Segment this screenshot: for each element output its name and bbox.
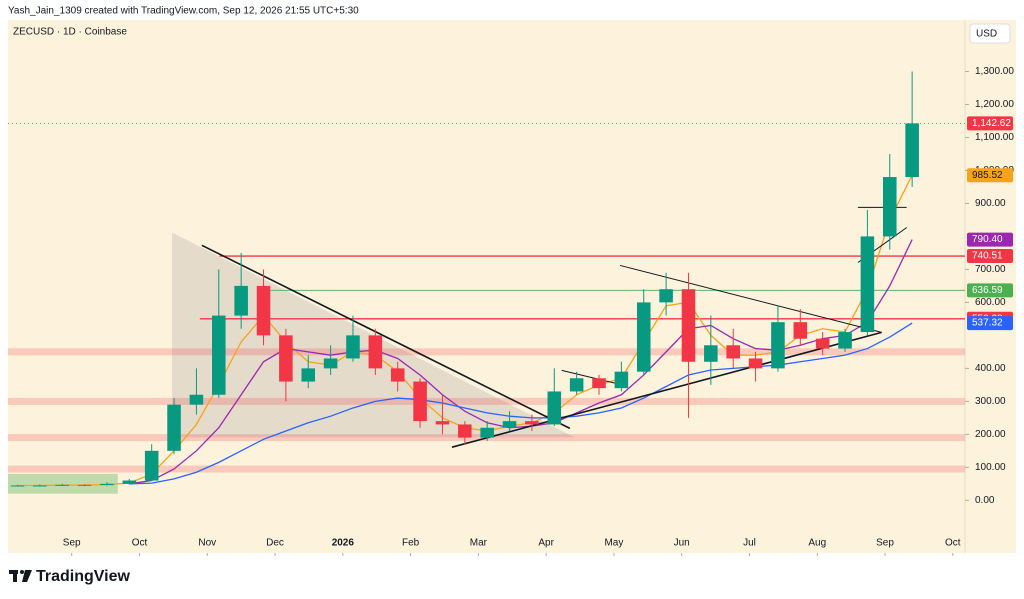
logo-icon <box>22 570 32 582</box>
chart-title: ZECUSD · 1D · Coinbase <box>13 27 127 38</box>
x-tick-label: Nov <box>198 538 216 549</box>
candle-body <box>748 358 763 369</box>
candle-body <box>256 285 271 336</box>
price-badge <box>967 232 1013 247</box>
x-tick-label: Sep <box>876 538 894 549</box>
candle-body <box>368 335 383 369</box>
candle-body <box>212 315 226 395</box>
candle-body <box>547 391 562 425</box>
logo-text: TradingView <box>36 568 131 585</box>
x-tick-label: Sep <box>63 538 81 549</box>
price-badge-label: 790.40 <box>972 234 1003 245</box>
logo <box>9 570 32 582</box>
price-badge-label: 985.52 <box>972 170 1003 181</box>
candle-body <box>10 485 25 487</box>
candle-body <box>100 483 114 486</box>
candle-body <box>905 123 919 178</box>
x-tick-label: Apr <box>538 538 554 549</box>
logo-icon <box>20 570 24 574</box>
y-tick-label: 300.00 <box>975 396 1006 407</box>
candle-body <box>413 381 427 422</box>
trendline <box>451 331 882 448</box>
candle-body <box>569 378 584 392</box>
y-tick-label: 600.00 <box>975 297 1006 308</box>
candle-body <box>279 335 293 382</box>
candle-body <box>167 404 181 451</box>
price-badge <box>967 283 1013 298</box>
price-badge <box>967 168 1013 183</box>
candle-body <box>793 322 808 339</box>
x-tick-label: Jun <box>674 538 690 549</box>
candle-body <box>122 480 137 484</box>
price-badge <box>967 249 1013 264</box>
currency-box[interactable] <box>969 23 1011 44</box>
candle-body <box>659 289 673 303</box>
x-tick-label: Jul <box>743 538 756 549</box>
panel <box>8 20 1016 553</box>
y-tick-label: 700.00 <box>975 264 1006 275</box>
x-tick-label: May <box>604 538 623 549</box>
y-tick-label: 100.00 <box>975 462 1006 473</box>
candle-body <box>390 368 405 382</box>
candle-body <box>636 302 651 372</box>
y-tick-label: 1,100.00 <box>975 132 1014 143</box>
y-tick-label: 1,300.00 <box>975 66 1014 77</box>
y-tick-label: 0.00 <box>975 495 995 506</box>
trendline <box>619 264 882 333</box>
candle-body <box>815 338 830 349</box>
candle-body <box>771 322 785 369</box>
y-tick-label: 900.00 <box>975 198 1006 209</box>
candle-body <box>435 421 450 425</box>
candle-body <box>592 378 606 389</box>
credit: Yash_Jain_1309 created with TradingView.… <box>8 6 359 17</box>
currency: USD <box>976 29 997 40</box>
price-badge-label: 636.59 <box>972 285 1003 296</box>
range-box <box>8 473 118 494</box>
y-tick-label: 400.00 <box>975 363 1006 374</box>
x-tick-label: Aug <box>808 538 826 549</box>
price-badge-label: 537.32 <box>972 318 1003 329</box>
x-tick-label: Feb <box>402 538 420 549</box>
price-badge <box>967 316 1013 331</box>
candle-body <box>681 289 696 362</box>
candle-body <box>480 427 494 438</box>
x-tick-label: 2026 <box>332 538 355 549</box>
candle-body <box>704 345 718 362</box>
candle-body <box>614 371 629 389</box>
candle-body <box>189 394 204 405</box>
candle-body <box>458 424 472 438</box>
candle-body <box>301 368 316 382</box>
y-tick-label: 200.00 <box>975 429 1006 440</box>
candle-body <box>525 421 539 425</box>
candle-body <box>838 332 852 349</box>
candle-body <box>726 345 740 359</box>
x-tick-label: Oct <box>132 538 148 549</box>
y-tick-label: 1,200.00 <box>975 99 1014 110</box>
candle-body <box>346 335 360 359</box>
shaded-triangle <box>172 232 575 438</box>
logo-icon <box>13 570 17 582</box>
price-badge-label: 740.51 <box>972 251 1003 262</box>
trendline <box>561 369 625 387</box>
candle-body <box>33 485 47 487</box>
candle-body <box>234 285 248 316</box>
x-tick-label: Mar <box>470 538 488 549</box>
candle-body <box>882 177 897 237</box>
candle-body <box>144 450 159 481</box>
price-badge-label: 1,142.62 <box>972 118 1011 129</box>
candle-body <box>55 484 69 486</box>
candle-body <box>77 484 92 486</box>
candle-body <box>323 358 338 369</box>
x-tick-label: Dec <box>266 538 284 549</box>
price-badge <box>967 116 1013 131</box>
candle-body <box>502 421 517 428</box>
x-tick-label: Oct <box>945 538 961 549</box>
candle-body <box>860 236 875 333</box>
